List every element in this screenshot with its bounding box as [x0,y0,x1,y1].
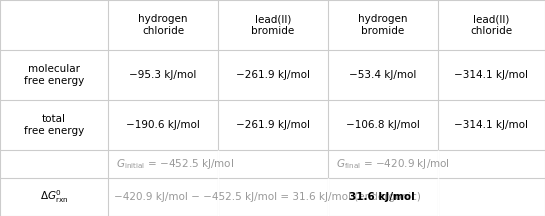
Text: −314.1 kJ/mol: −314.1 kJ/mol [455,70,529,80]
Text: $\Delta G^0_{\mathrm{rxn}}$: $\Delta G^0_{\mathrm{rxn}}$ [40,189,68,205]
Text: −53.4 kJ/mol: −53.4 kJ/mol [349,70,417,80]
Text: −106.8 kJ/mol: −106.8 kJ/mol [346,120,420,130]
Text: $G_{\mathrm{final}}$ = −420.9 kJ/mol: $G_{\mathrm{final}}$ = −420.9 kJ/mol [336,157,450,171]
Text: lead(II)
chloride: lead(II) chloride [470,14,512,36]
Text: −261.9 kJ/mol: −261.9 kJ/mol [236,70,310,80]
Text: molecular
free energy: molecular free energy [24,64,84,86]
Text: −261.9 kJ/mol: −261.9 kJ/mol [236,120,310,130]
Text: −95.3 kJ/mol: −95.3 kJ/mol [129,70,197,80]
Text: −190.6 kJ/mol: −190.6 kJ/mol [126,120,200,130]
Text: hydrogen
chloride: hydrogen chloride [138,14,187,36]
Text: $G_{\mathrm{initial}}$ = −452.5 kJ/mol: $G_{\mathrm{initial}}$ = −452.5 kJ/mol [116,157,234,171]
Text: −420.9 kJ/mol − −452.5 kJ/mol = 31.6 kJ/mol (endergonic): −420.9 kJ/mol − −452.5 kJ/mol = 31.6 kJ/… [114,192,421,202]
Text: total
free energy: total free energy [24,114,84,136]
Text: lead(II)
bromide: lead(II) bromide [251,14,295,36]
Text: −314.1 kJ/mol: −314.1 kJ/mol [455,120,529,130]
Text: hydrogen
bromide: hydrogen bromide [358,14,408,36]
Text: 31.6 kJ/mol: 31.6 kJ/mol [349,192,415,202]
